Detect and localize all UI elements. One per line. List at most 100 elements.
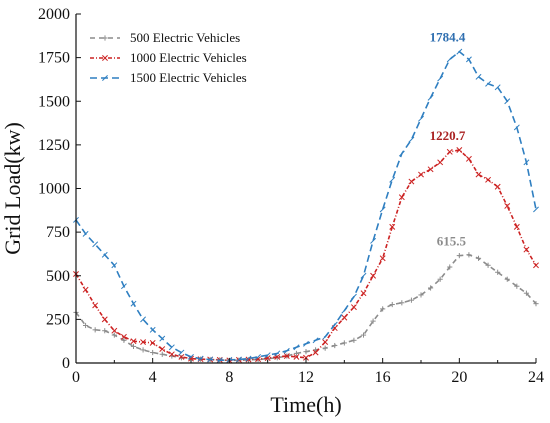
series-2-point — [322, 339, 329, 346]
series-1-point — [408, 297, 415, 303]
series-3-point — [465, 56, 472, 63]
series-1 — [73, 252, 539, 363]
series-3-point — [513, 124, 520, 131]
x-tick-label: 20 — [451, 369, 467, 386]
series-3-point — [408, 136, 415, 143]
series-3-point — [264, 352, 271, 359]
y-tick-label: 250 — [46, 311, 70, 328]
axes-layer: 0 4 8 12 16 20 24 0 250 500 750 1000 1250 1500 1750 200… — [38, 6, 544, 386]
series-3-point — [140, 316, 147, 323]
series-3-point — [101, 251, 108, 258]
series-1-point — [399, 300, 405, 306]
series-2-point — [101, 316, 108, 323]
series-3-point — [120, 283, 127, 290]
legend-item-1: 500 Electric Vehicles — [90, 30, 240, 45]
peak-annotation-3: 1784.4 — [430, 30, 466, 45]
series-1-point — [380, 306, 386, 312]
series-3-point — [197, 355, 204, 362]
series-2-point — [140, 339, 147, 346]
series-3-point — [456, 48, 463, 55]
series-3-point — [446, 56, 453, 63]
y-tick-label: 2000 — [38, 6, 70, 23]
series-3-point — [379, 206, 386, 213]
y-tick-label: 500 — [46, 268, 70, 285]
series-1-point — [523, 290, 530, 296]
series-3-point — [92, 241, 99, 248]
series-1-point — [514, 283, 520, 289]
series-2-point — [130, 338, 137, 345]
legend-label: 1500 Electric Vehicles — [130, 70, 247, 85]
series-1-point — [437, 276, 443, 282]
series-2-point — [456, 147, 463, 153]
series-1-point — [332, 342, 338, 349]
series-2-point — [111, 327, 118, 334]
series-3-point — [504, 98, 511, 105]
series-2-point — [82, 286, 89, 293]
y-tick-label: 750 — [46, 224, 70, 241]
series-3-point — [178, 349, 185, 356]
series-2-point — [360, 290, 367, 297]
legend-marker — [102, 75, 108, 81]
series-3-line — [75, 50, 537, 362]
series-1-point — [351, 337, 357, 343]
peak-annotation-2: 1220.7 — [430, 128, 466, 143]
series-1-point — [466, 252, 472, 258]
series-1-point — [130, 343, 137, 350]
legend-item-3: 1500 Electric Vehicles — [90, 70, 247, 85]
series-2-point — [120, 333, 127, 340]
series-3-point — [255, 353, 262, 360]
series-1-point — [370, 318, 376, 324]
series-3-point — [523, 159, 530, 166]
series-3 — [73, 48, 539, 364]
series-2-point — [437, 159, 444, 166]
series-3-point — [341, 307, 348, 314]
series-1-point — [82, 322, 89, 329]
legend: 500 Electric Vehicles 1000 Electric Vehic… — [90, 30, 247, 85]
series-1-point — [504, 276, 510, 282]
series-3-point — [350, 293, 357, 300]
legend-label: 1000 Electric Vehicles — [130, 50, 247, 65]
series-2-point — [379, 255, 386, 262]
series-3-point — [274, 350, 281, 357]
x-tick-label: 8 — [225, 369, 233, 386]
series-2-point — [427, 166, 434, 173]
series-1-point — [178, 355, 185, 361]
series-layer — [73, 48, 539, 364]
series-1-point — [418, 292, 424, 298]
series-3-point — [331, 321, 338, 328]
series-1-point — [447, 264, 453, 270]
x-tick-label: 12 — [298, 369, 314, 386]
series-1-point — [495, 269, 501, 275]
series-2-point — [494, 183, 501, 190]
series-3-point — [188, 353, 194, 360]
series-3-point — [427, 94, 434, 101]
series-3-point — [322, 333, 329, 340]
x-tick-label: 4 — [149, 369, 157, 386]
series-3-point — [360, 272, 367, 279]
series-2-point — [446, 148, 453, 155]
series-1-point — [303, 349, 309, 355]
x-tick-label: 16 — [375, 369, 391, 386]
series-3-point — [475, 73, 482, 80]
series-3-point — [283, 347, 290, 354]
series-1-point — [533, 301, 539, 307]
series-2-point — [513, 223, 520, 230]
series-3-point — [130, 300, 137, 307]
series-2-point — [303, 354, 309, 361]
series-2-point — [370, 272, 377, 279]
x-axis-title: Time(h) — [270, 392, 341, 417]
series-3-point — [168, 344, 175, 351]
series-2-point — [341, 314, 348, 321]
y-tick-label: 1250 — [38, 137, 70, 154]
series-2-point — [418, 171, 424, 178]
series-1-point — [427, 285, 434, 291]
series-3-point — [303, 340, 309, 347]
series-2-point — [475, 171, 482, 178]
series-2-point — [312, 349, 319, 356]
series-3-point — [485, 80, 492, 87]
x-tick-label: 24 — [528, 369, 544, 386]
series-2-point — [485, 176, 492, 183]
y-tick-label: 0 — [62, 355, 70, 372]
series-2-point — [178, 353, 185, 360]
series-2-point — [168, 351, 175, 358]
